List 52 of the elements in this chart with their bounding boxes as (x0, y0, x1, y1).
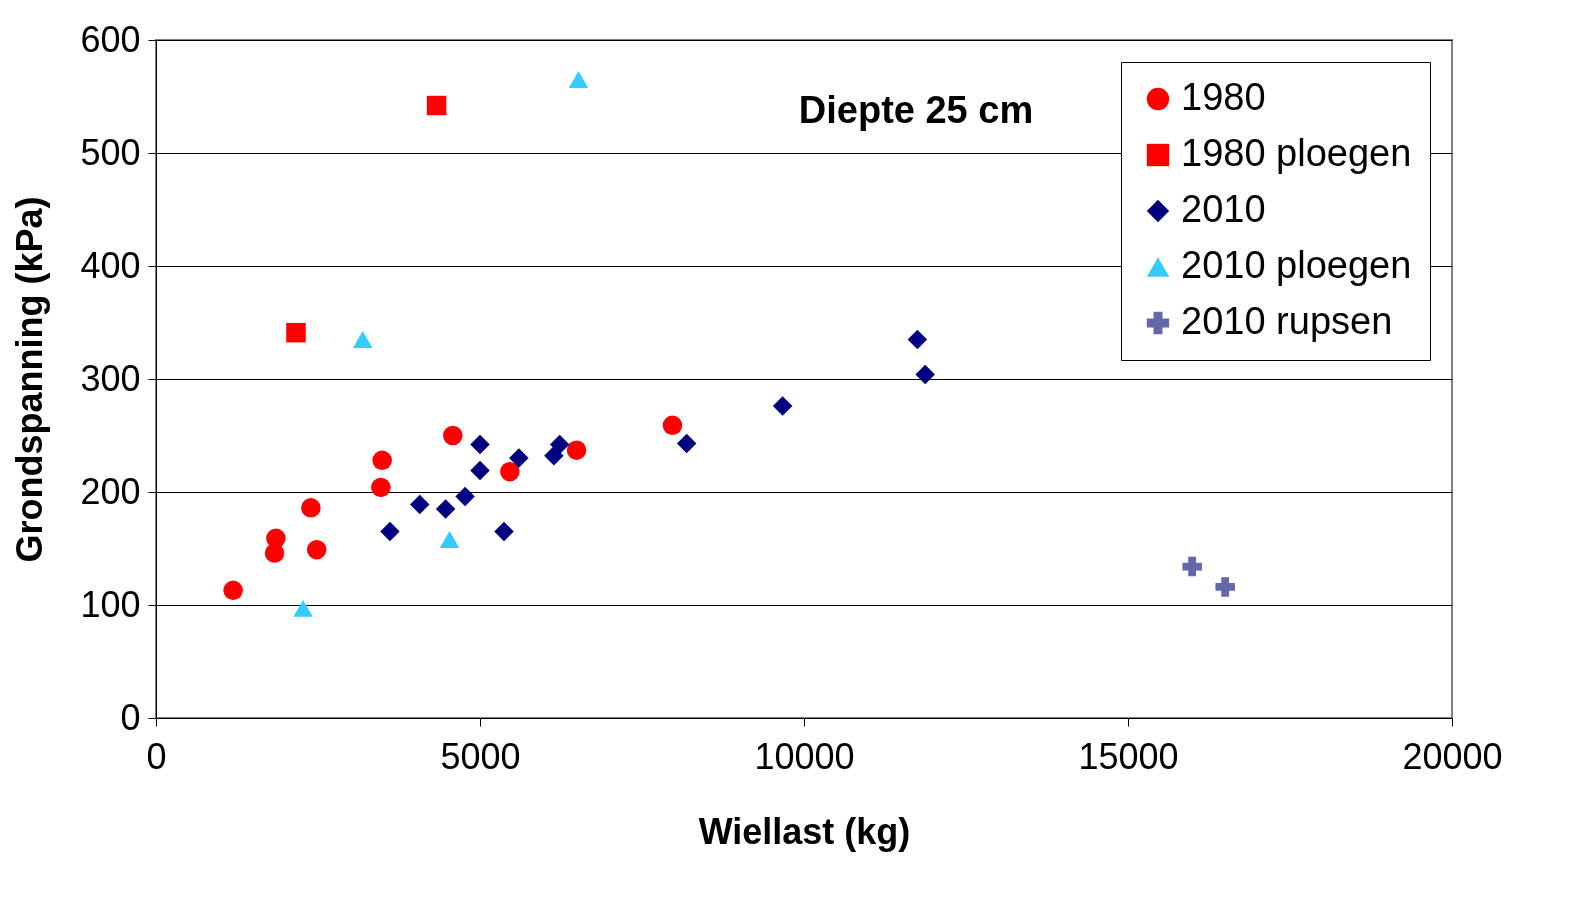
y-tick-label: 500 (80, 131, 141, 173)
y-tick-label: 200 (80, 470, 141, 512)
point (662, 415, 683, 436)
y-tick-label: 0 (120, 696, 141, 738)
legend-label: 1980 ploegen (1181, 132, 1412, 174)
point (915, 364, 935, 385)
legend-label: 1980 (1181, 76, 1266, 118)
point (301, 498, 321, 518)
point (470, 434, 490, 455)
point (439, 531, 460, 548)
point (352, 331, 373, 348)
point (500, 461, 520, 482)
point (264, 543, 285, 563)
y-tick-label: 600 (80, 18, 141, 60)
point (435, 499, 456, 519)
x-tick-label: 20000 (1402, 735, 1503, 777)
y-tick-label: 300 (80, 357, 141, 399)
point (494, 521, 514, 542)
point (455, 486, 475, 507)
point (293, 599, 313, 617)
y-axis-title: Grondspanning (kPa) (9, 196, 51, 563)
point (566, 440, 587, 460)
legend-label: 2010 (1181, 188, 1266, 230)
point (443, 425, 463, 446)
point (286, 322, 306, 343)
point (409, 494, 430, 515)
point (772, 396, 793, 416)
x-axis-title: Wiellast (kg) (698, 810, 911, 852)
x-tick-label: 5000 (440, 735, 521, 777)
point (306, 539, 327, 560)
y-tick-label: 400 (80, 244, 141, 286)
point (1215, 577, 1235, 597)
point (544, 446, 564, 466)
annotation: Diepte 25 cm (798, 89, 1034, 131)
point (380, 521, 400, 542)
point (549, 434, 570, 455)
point (426, 95, 447, 116)
point (907, 329, 928, 350)
x-tick-label: 15000 (1078, 735, 1179, 777)
legend-label: 2010 ploegen (1181, 244, 1412, 286)
x-tick-label: 0 (146, 735, 167, 777)
point (509, 448, 529, 468)
point (371, 477, 391, 498)
y-tick-label: 100 (80, 583, 141, 625)
point (676, 433, 697, 454)
point (470, 460, 490, 481)
legend-label: 2010 rupsen (1181, 300, 1393, 342)
point (372, 450, 392, 471)
point (568, 71, 589, 88)
point (1182, 556, 1202, 577)
point (223, 580, 243, 601)
x-tick-label: 10000 (754, 735, 855, 777)
